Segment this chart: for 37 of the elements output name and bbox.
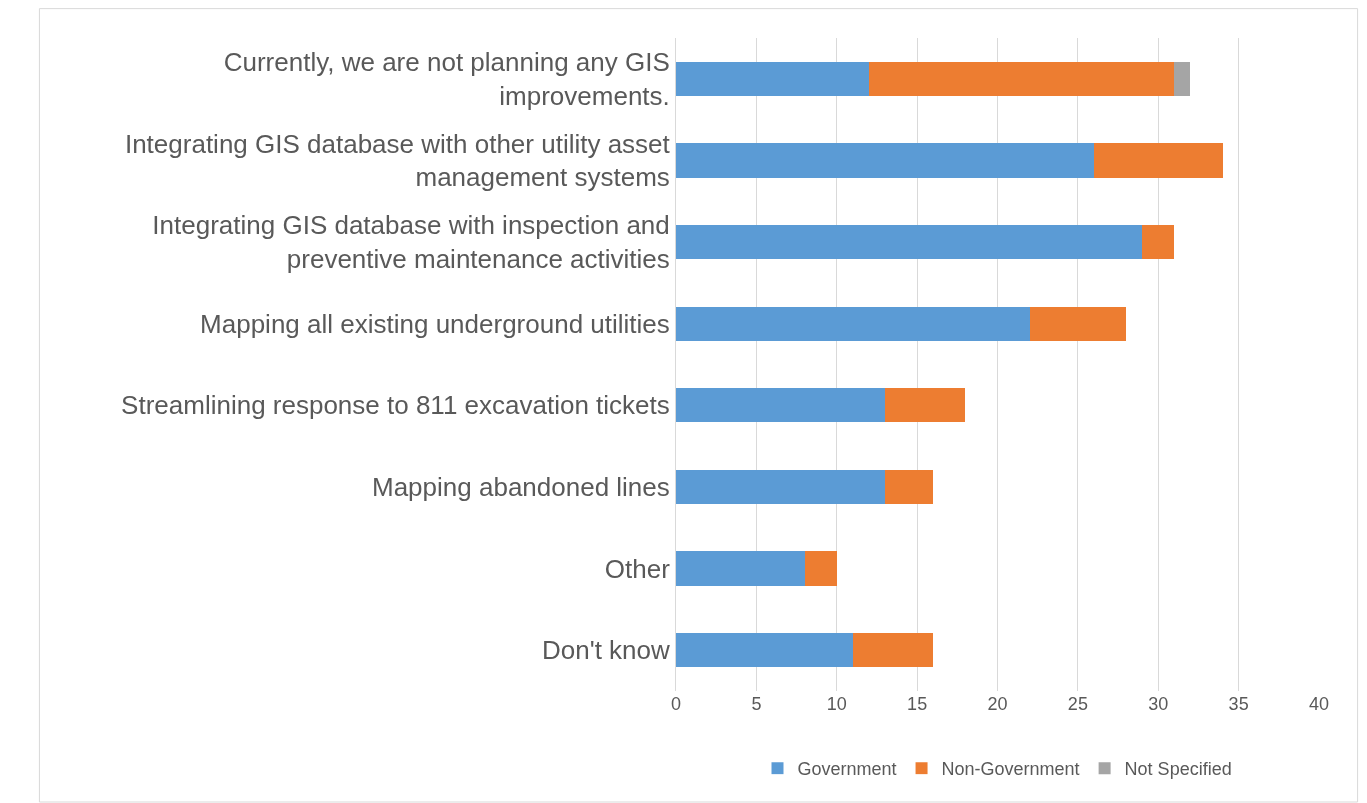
legend-label: Non-Government bbox=[941, 759, 1080, 780]
bar bbox=[676, 306, 1030, 341]
x-tick-label: 35 bbox=[1228, 694, 1249, 714]
y-tick-label: Currently, we are not planning any GIS improvements. bbox=[223, 47, 670, 111]
bar bbox=[868, 61, 1175, 96]
x-tick-label: 40 bbox=[1308, 694, 1330, 714]
bar bbox=[676, 224, 1143, 260]
x-tick-label: 20 bbox=[987, 694, 1008, 714]
x-tick-label: 5 bbox=[751, 694, 762, 714]
x-tick-label: 30 bbox=[1148, 694, 1169, 714]
bar bbox=[676, 633, 853, 668]
bar bbox=[1093, 143, 1223, 178]
y-tick-label: Integrating GIS database with inspection and preventive maintenance activities bbox=[152, 210, 670, 275]
bar bbox=[884, 469, 934, 505]
x-tick-label: 25 bbox=[1067, 694, 1088, 714]
y-tick-label: Integrating GIS database with other utility asset management systems bbox=[124, 128, 671, 193]
bar bbox=[676, 61, 869, 96]
bar bbox=[676, 143, 1094, 178]
y-tick-label: Other bbox=[604, 553, 671, 584]
bar bbox=[804, 551, 837, 586]
y-tick-label: Don't know bbox=[541, 635, 671, 666]
bar bbox=[884, 388, 966, 423]
x-tick-label: 0 bbox=[670, 694, 682, 714]
x-tick-label: 15 bbox=[907, 694, 928, 714]
bar bbox=[852, 633, 934, 668]
bar bbox=[1142, 224, 1175, 260]
legend-label: Not Specified bbox=[1124, 759, 1232, 780]
legend-label: Government bbox=[797, 759, 897, 780]
x-tick-label: 10 bbox=[826, 694, 847, 714]
y-tick-label: Mapping all existing underground utilities bbox=[200, 308, 670, 339]
y-tick-label: Streamlining response to 811 excavation tickets bbox=[121, 390, 670, 421]
bar bbox=[676, 469, 885, 505]
y-tick-label: Mapping abandoned lines bbox=[372, 472, 670, 503]
bar bbox=[1174, 61, 1191, 96]
bar bbox=[1029, 306, 1127, 341]
bar bbox=[676, 551, 805, 586]
bar bbox=[676, 388, 885, 423]
